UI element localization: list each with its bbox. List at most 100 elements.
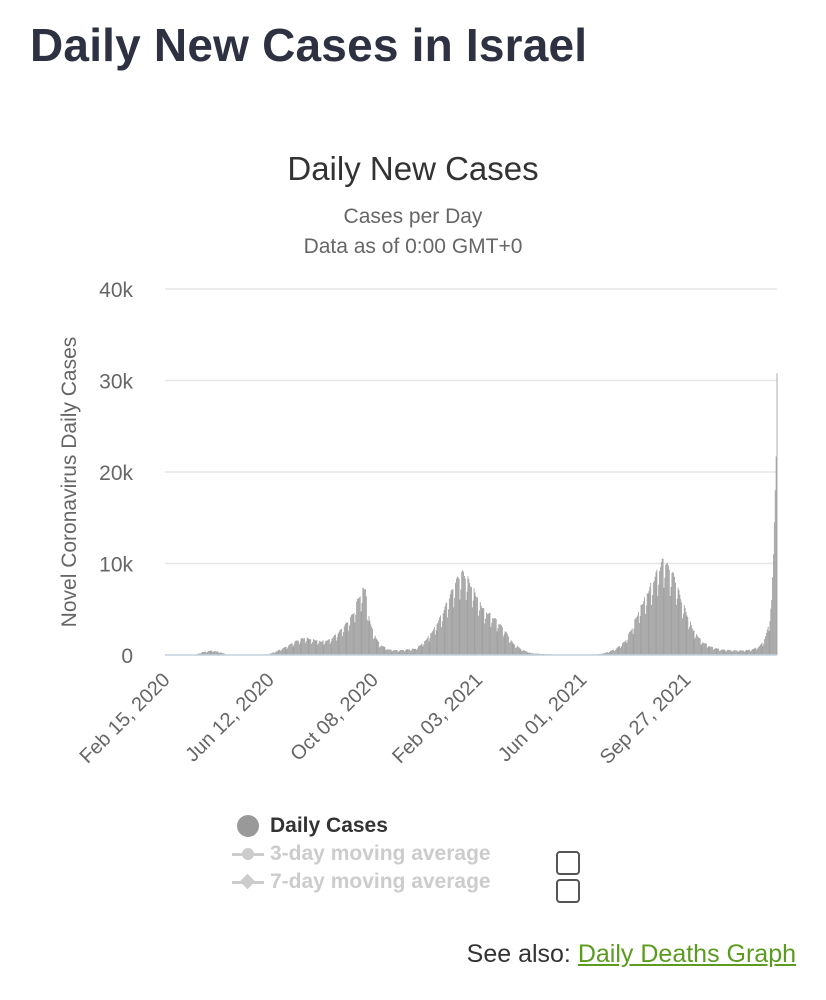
daily-cases-bar [524,650,525,655]
daily-cases-bar [520,649,522,655]
daily-cases-bar [305,641,307,655]
daily-cases-bar [482,608,484,655]
daily-cases-bar [649,586,651,655]
daily-cases-bar [215,651,217,655]
daily-cases-bar [627,639,629,655]
daily-cases-bar [509,642,510,655]
daily-cases-bar [684,608,686,655]
page-title: Daily New Cases in Israel [30,19,588,71]
daily-cases-bar [430,633,432,655]
daily-cases-bar [742,650,743,655]
daily-cases-bar [699,638,701,655]
daily-cases-bar [433,626,435,655]
daily-cases-bar [291,643,293,655]
daily-cases-bar [610,650,612,655]
daily-cases-bar [706,647,708,655]
daily-cases-bar [289,644,290,655]
daily-cases-bar [358,597,360,655]
x-tick-label: Feb 15, 2020 [76,669,175,768]
see-also-prefix: See also: [466,940,571,968]
daily-cases-bar [734,650,736,655]
daily-cases-bar [531,653,532,655]
daily-cases-bar [216,651,218,655]
daily-cases-bar [686,615,688,655]
daily-cases-chart: 0 10k 20k 30k 40k Feb 15, 2020 Jun 12, 2020 Oct… [76,279,778,769]
daily-cases-bar [405,649,407,655]
daily-cases-bar [518,647,520,655]
daily-cases-bar [743,651,745,655]
daily-cases-bar [202,652,204,655]
7-day-average-checkbox[interactable] [556,879,580,903]
daily-cases-bar [206,652,207,655]
legend-item-daily-cases[interactable]: Daily Cases [230,812,491,840]
daily-cases-bar [658,584,660,655]
daily-cases-bar [683,605,685,655]
3-day-average-checkbox[interactable] [556,851,580,875]
daily-cases-bar [605,652,607,655]
daily-cases-bar [493,618,494,655]
daily-cases-bar [290,643,292,655]
daily-cases-bar [470,586,471,655]
daily-cases-bar [756,649,758,655]
daily-cases-bar [735,650,736,655]
daily-cases-bar [493,618,495,655]
daily-cases-bar [443,610,445,655]
daily-cases-bar [502,636,504,655]
daily-cases-bar [211,650,213,655]
daily-cases-bar [424,641,426,655]
daily-cases-bar [367,621,369,655]
daily-cases-bar [412,648,414,655]
daily-cases-bar [370,624,372,655]
daily-cases-bar [685,612,687,655]
daily-cases-bar [761,642,763,655]
daily-cases-bar [426,638,428,655]
daily-cases-bar [209,650,211,655]
daily-deaths-graph-link[interactable]: Daily Deaths Graph [577,940,796,968]
daily-cases-bar [439,617,441,655]
daily-cases-bar [410,650,411,655]
daily-cases-bar [603,653,605,655]
daily-cases-bar [713,649,715,655]
daily-cases-bar [486,613,488,655]
daily-cases-bar [411,648,413,655]
daily-cases-bar [476,597,478,655]
daily-cases-bar [691,628,693,655]
daily-cases-bar [688,629,690,655]
daily-cases-bar [452,589,454,655]
daily-cases-bar [477,597,479,655]
daily-cases-bar [499,624,501,655]
daily-cases-bar [615,648,617,655]
daily-cases-bar [611,650,613,655]
daily-cases-bar [668,569,670,655]
legend-item-7-day-average[interactable]: 7-day moving average [230,868,491,896]
daily-cases-bar [294,641,296,655]
daily-cases-bar [763,643,765,655]
daily-cases-bar [298,644,300,655]
daily-cases-bar [400,650,402,655]
daily-cases-bar [338,632,340,655]
daily-cases-bar [486,612,487,655]
y-tick-label: 0 [121,645,133,668]
daily-cases-bar [708,646,710,655]
x-tick-label: Jun 01, 2021 [494,669,591,766]
daily-cases-bar [735,650,737,655]
daily-cases-bar [656,569,658,655]
daily-cases-bar [316,640,318,655]
daily-cases-bar [407,649,409,655]
daily-cases-bar [522,650,524,655]
daily-cases-bar [382,646,384,655]
daily-cases-bar [274,652,276,655]
daily-cases-bar [395,650,397,655]
daily-cases-bar [755,647,757,655]
daily-cases-bar [701,643,703,655]
daily-cases-bar [625,640,627,655]
daily-cases-bar [495,619,497,655]
daily-cases-bar [692,630,694,655]
daily-cases-bar [629,631,631,655]
legend-item-3-day-average[interactable]: 3-day moving average [230,840,491,868]
daily-cases-bar [343,626,345,655]
daily-cases-bar [662,558,664,655]
daily-cases-bar [619,645,621,655]
daily-cases-bar [392,650,394,655]
daily-cases-bar [622,642,624,655]
